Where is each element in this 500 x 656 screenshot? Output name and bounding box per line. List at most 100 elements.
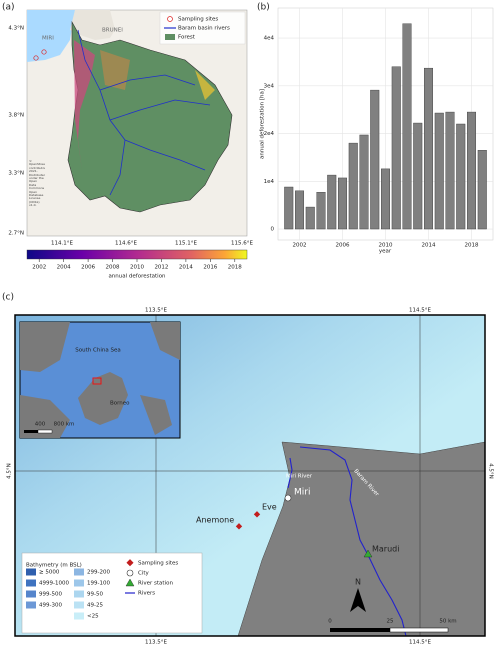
- legend-label: 299-200: [87, 570, 110, 576]
- lon-label: 114.6°E: [115, 241, 137, 247]
- lat-label: 4.3°N: [8, 26, 24, 32]
- bar: [327, 174, 337, 230]
- inset: South China Sea Borneo 400 800 km: [19, 321, 181, 439]
- bar-chart: (b) year annual deforestation [ha] 0 1e4 2…: [257, 3, 494, 255]
- x-axis-label: year: [379, 249, 392, 255]
- map-c: Miri River Baram River Miri Eve Anemone …: [7, 308, 494, 646]
- legend-swatch: [74, 612, 84, 620]
- scale-label: 800 km: [54, 422, 75, 428]
- lon-label: 115.6°E: [231, 241, 253, 247]
- inset-label: South China Sea: [75, 348, 120, 354]
- attribution: © OpenStreetMap contributors 2021. Distr…: [29, 160, 45, 208]
- y-tick-label: 4e4: [264, 36, 275, 42]
- river-station: [363, 549, 373, 558]
- bar: [305, 206, 315, 230]
- colorbar-tick-label: 2006: [81, 265, 95, 271]
- place-label: Miri: [294, 488, 310, 498]
- place-label: Marudi: [372, 545, 399, 554]
- bar: [338, 177, 348, 230]
- legend-swatch: [74, 590, 84, 598]
- panel-label: (b): [257, 3, 270, 13]
- river: [77, 29, 211, 196]
- city: [284, 494, 292, 502]
- legend-label: Forest: [178, 35, 196, 41]
- scale-label: 25: [387, 619, 394, 625]
- scale-label: 0: [328, 619, 332, 625]
- legend-label: ≥ 5000: [39, 570, 60, 576]
- scale: 0 25 50 km: [328, 619, 457, 633]
- legend-swatch: [74, 568, 84, 576]
- bar: [467, 111, 477, 230]
- map-frame: [14, 314, 486, 637]
- bar: [434, 112, 444, 230]
- colorbar-tick-label: 2008: [106, 265, 120, 271]
- place-label: MIRI: [42, 36, 54, 42]
- scale-label: 400: [35, 422, 46, 428]
- x-tick-label: 2002: [293, 243, 307, 249]
- place-label: Anemone: [196, 516, 234, 525]
- legend: Bathymetry (m BSL) Sampling sites City R…: [21, 552, 203, 634]
- legend-title: Bathymetry (m BSL): [26, 563, 82, 569]
- lat-label: 3.3°N: [8, 171, 24, 177]
- legend-symbol: [126, 559, 134, 567]
- sampling-site: [253, 511, 261, 518]
- bar: [370, 89, 380, 230]
- lat-label: 3.8°N: [8, 113, 24, 119]
- north-arrow: N: [350, 578, 366, 612]
- sampling-site: [33, 55, 39, 61]
- x-tick-label: 2006: [336, 243, 350, 249]
- legend-label: 99-50: [87, 592, 103, 598]
- scale-bar: [330, 628, 390, 632]
- legend: Sampling sites Baram basin rivers Forest: [159, 11, 246, 45]
- legend-label: Baram basin rivers: [178, 26, 230, 32]
- y-tick-label: 3e4: [264, 83, 275, 89]
- legend-symbol: [167, 16, 173, 22]
- x-tick-label: 2010: [379, 243, 393, 249]
- scale-bar: [24, 430, 38, 433]
- x-tick-label: 2014: [422, 243, 436, 249]
- colorbar-tick-label: 2018: [228, 265, 242, 271]
- scale-bar: [389, 627, 449, 633]
- legend-label: <25: [87, 614, 99, 620]
- lon-label: 113.5°E: [145, 308, 167, 314]
- map-a: MIRI BRUNEI © OpenStreetMap contributors…: [8, 9, 254, 247]
- legend-label: Rivers: [138, 591, 155, 597]
- lat-label: 4.5°N: [488, 463, 494, 479]
- scale-bar: [37, 429, 53, 434]
- inset-land: [78, 372, 128, 425]
- legend-swatch: [26, 601, 36, 609]
- sampling-site: [235, 523, 243, 530]
- bar: [456, 123, 466, 230]
- colorbar-tick-label: 2016: [203, 265, 217, 271]
- inset-extent: [92, 377, 102, 385]
- bar: [284, 186, 294, 230]
- place-label: Miri River: [286, 474, 313, 480]
- legend-label: Sampling sites: [138, 561, 178, 567]
- legend-symbol: [125, 578, 135, 587]
- legend-label: 999-500: [39, 592, 62, 598]
- colorbar-tick-label: 2002: [32, 265, 46, 271]
- lon-label: 114.5°E: [409, 640, 431, 646]
- place-label: Eve: [262, 503, 277, 512]
- y-tick-label: 0: [271, 227, 275, 233]
- colorbar: annual deforestation 2002 2004 2006 2008 201…: [26, 249, 248, 280]
- legend-swatch: [74, 601, 84, 609]
- legend-label: River station: [138, 581, 173, 587]
- legend-label: 499-300: [39, 603, 62, 609]
- bar: [359, 134, 369, 230]
- lat-label: 2.7°N: [8, 231, 24, 237]
- lon-label: 114.5°E: [409, 308, 431, 314]
- north-arrow-shape: [350, 588, 366, 612]
- legend-swatch: [26, 568, 36, 576]
- inset-land: [20, 322, 180, 372]
- bar: [348, 142, 358, 230]
- sea: [27, 10, 75, 62]
- bar: [295, 190, 305, 230]
- attribution-text: © OpenStreetMap contributors 2021. Distr…: [29, 160, 45, 208]
- legend-symbol: [126, 569, 134, 577]
- legend-label: 49-25: [87, 603, 103, 609]
- lon-label: 115.1°E: [175, 241, 197, 247]
- bar: [381, 168, 391, 230]
- panel-label: (c): [2, 293, 14, 303]
